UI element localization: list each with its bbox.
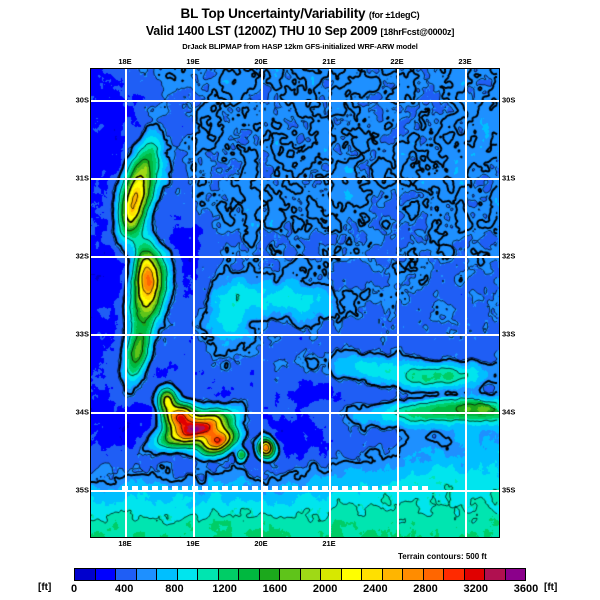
colorbar-tick-label: 1200	[212, 583, 237, 595]
colorbar-swatch	[362, 569, 383, 580]
colorbar-swatch	[403, 569, 424, 580]
lon-tick-label-bottom: 18E	[118, 539, 132, 548]
lon-tick-label-top: 21E	[322, 57, 336, 66]
lat-tick-label-left: 30S	[75, 95, 89, 105]
model-domain-box	[121, 486, 428, 491]
colorbar-swatch	[239, 569, 260, 580]
gridline-longitude	[397, 69, 399, 537]
lat-tick-label-right: 31S	[502, 173, 516, 183]
lon-tick-label-top: 19E	[186, 57, 200, 66]
colorbar-tick-label: 1600	[262, 583, 288, 595]
colorbar-swatches	[74, 568, 526, 581]
colorbar-swatch	[464, 569, 485, 580]
gridline-latitude	[91, 334, 499, 336]
colorbar-swatch	[177, 569, 198, 580]
colorbar-panel: [ft] 0 400 800 1200 1600 2000 2400 2800 3200 3600…	[0, 566, 600, 600]
colorbar-swatch	[259, 569, 280, 580]
gridline-latitude	[91, 412, 499, 414]
colorbar-swatch	[321, 569, 342, 580]
lon-tick-label-bottom: 19E	[186, 539, 200, 548]
valid-time-line: Valid 1400 LST (1200Z) THU 10 Sep 2009 […	[0, 24, 600, 40]
colorbar-swatch	[485, 569, 506, 580]
lon-tick-label-top: 22E	[390, 57, 404, 66]
lon-tick-label-top: 23E	[458, 57, 472, 66]
colorbar-unit-right: [ft]	[544, 582, 558, 593]
colorbar-tick-label: 2400	[363, 583, 388, 595]
colorbar-swatch	[505, 569, 525, 580]
gridline-longitude	[193, 69, 195, 537]
colorbar-tick-label: 3600	[513, 583, 539, 595]
colorbar-tick-label: 0	[70, 583, 78, 595]
colorbar-tick-label: 3200	[463, 583, 489, 595]
colorbar-swatch	[444, 569, 465, 580]
page-title: BL Top Uncertainty/Variability (for ±1de…	[0, 6, 600, 23]
map-raster	[91, 69, 499, 537]
colorbar-unit-left: [ft]	[38, 582, 52, 593]
lon-tick-label-top: 18E	[118, 57, 132, 66]
lat-tick-label-left: 34S	[75, 407, 89, 417]
gridline-longitude	[125, 69, 127, 537]
colorbar-swatch	[95, 569, 116, 580]
gridline-latitude	[91, 100, 499, 102]
colorbar-swatch	[218, 569, 239, 580]
figure-title-block: BL Top Uncertainty/Variability (for ±1de…	[0, 6, 600, 52]
lon-tick-label-bottom: 20E	[254, 539, 268, 548]
gridline-longitude	[261, 69, 263, 537]
colorbar-tick-label: 2800	[413, 583, 438, 595]
colorbar-swatch	[280, 569, 301, 580]
lat-tick-label-left: 35S	[75, 485, 89, 495]
lat-tick-label-left: 32S	[75, 251, 89, 261]
lat-tick-label-left: 31S	[75, 173, 89, 183]
gridline-latitude	[91, 178, 499, 180]
gridline-longitude	[465, 69, 467, 537]
colorbar-swatch	[157, 569, 178, 580]
map-panel[interactable]: 18E 18E 19E 19E 20E 20E 21E 21E 22E 23E 30S 30S 31S 3…	[76, 57, 516, 548]
lat-tick-label-left: 33S	[75, 329, 89, 339]
colorbar-swatch	[382, 569, 403, 580]
gridline-latitude	[91, 256, 499, 258]
gridline-latitude	[91, 490, 499, 492]
colorbar-tick-label: 800	[165, 583, 184, 595]
colorbar-swatch	[300, 569, 321, 580]
terrain-contour-note: Terrain contours: 500 ft	[398, 552, 487, 561]
lat-tick-label-right: 30S	[502, 95, 516, 105]
colorbar-swatch	[423, 569, 444, 580]
lat-tick-label-right: 32S	[502, 251, 516, 261]
lon-tick-label-top: 20E	[254, 57, 268, 66]
valid-time-main: Valid 1400 LST (1200Z) THU 10 Sep 2009	[145, 24, 378, 38]
colorbar-tick-label: 2000	[312, 583, 338, 595]
colorbar-tick-label: 400	[115, 583, 134, 595]
forecast-hour-tag: [18hrFcst@0000z]	[380, 27, 455, 37]
colorbar-swatch	[198, 569, 219, 580]
title-qualifier: (for ±1degC)	[368, 10, 420, 20]
colorbar-swatch	[116, 569, 137, 580]
lat-tick-label-right: 34S	[502, 407, 516, 417]
lat-tick-label-right: 33S	[502, 329, 516, 339]
colorbar-swatch	[341, 569, 362, 580]
title-main: BL Top Uncertainty/Variability	[180, 6, 366, 21]
colorbar-swatch	[136, 569, 157, 580]
map-frame	[90, 68, 500, 538]
lon-tick-label-bottom: 21E	[322, 539, 336, 548]
lat-tick-label-right: 35S	[502, 485, 516, 495]
gridline-longitude	[329, 69, 331, 537]
model-source-line: DrJack BLIPMAP from HASP 12km GFS-initia…	[182, 42, 418, 51]
colorbar-swatch	[75, 569, 96, 580]
